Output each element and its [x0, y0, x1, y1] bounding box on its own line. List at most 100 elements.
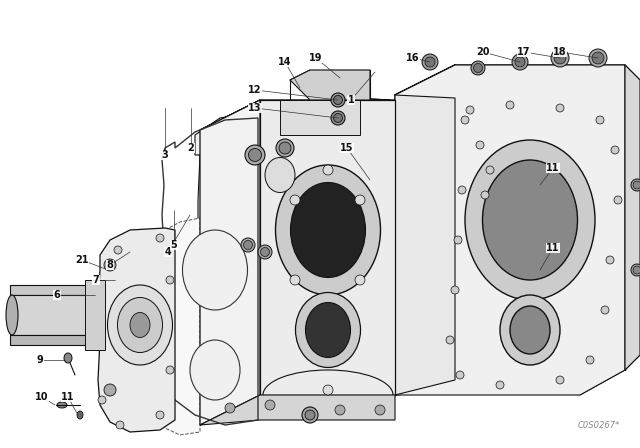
- Ellipse shape: [551, 49, 569, 67]
- Ellipse shape: [265, 158, 295, 193]
- Text: 21: 21: [76, 255, 89, 265]
- Ellipse shape: [458, 186, 466, 194]
- Text: 19: 19: [309, 53, 323, 63]
- Ellipse shape: [589, 49, 607, 67]
- Ellipse shape: [633, 181, 640, 189]
- Polygon shape: [98, 228, 175, 432]
- Ellipse shape: [323, 165, 333, 175]
- Ellipse shape: [130, 313, 150, 337]
- Text: 17: 17: [517, 47, 531, 57]
- Ellipse shape: [333, 113, 342, 122]
- Ellipse shape: [104, 259, 116, 271]
- Ellipse shape: [633, 266, 640, 274]
- Ellipse shape: [276, 139, 294, 157]
- Polygon shape: [163, 218, 200, 435]
- Ellipse shape: [592, 52, 604, 64]
- Text: 7: 7: [93, 275, 99, 285]
- Ellipse shape: [265, 400, 275, 410]
- Ellipse shape: [476, 141, 484, 149]
- Ellipse shape: [225, 403, 235, 413]
- Ellipse shape: [243, 241, 253, 250]
- Ellipse shape: [335, 405, 345, 415]
- Text: 8: 8: [107, 260, 113, 270]
- Ellipse shape: [355, 195, 365, 205]
- Ellipse shape: [96, 296, 104, 304]
- Ellipse shape: [466, 106, 474, 114]
- Polygon shape: [200, 100, 260, 425]
- Ellipse shape: [108, 285, 173, 365]
- Ellipse shape: [606, 256, 614, 264]
- Ellipse shape: [465, 140, 595, 300]
- Ellipse shape: [305, 302, 351, 358]
- Ellipse shape: [302, 407, 318, 423]
- Ellipse shape: [116, 421, 124, 429]
- Ellipse shape: [614, 196, 622, 204]
- Ellipse shape: [454, 236, 462, 244]
- Polygon shape: [395, 65, 625, 395]
- Text: 6: 6: [54, 290, 60, 300]
- Ellipse shape: [248, 148, 262, 161]
- Ellipse shape: [305, 410, 315, 420]
- Ellipse shape: [611, 146, 619, 154]
- Ellipse shape: [290, 275, 300, 285]
- Ellipse shape: [500, 295, 560, 365]
- Ellipse shape: [118, 297, 163, 353]
- Ellipse shape: [446, 336, 454, 344]
- Ellipse shape: [291, 182, 365, 277]
- Polygon shape: [200, 395, 395, 425]
- Ellipse shape: [422, 54, 438, 70]
- Text: 14: 14: [278, 57, 292, 67]
- Ellipse shape: [156, 411, 164, 419]
- Ellipse shape: [245, 145, 265, 165]
- Text: 4: 4: [164, 247, 172, 257]
- Text: C0S0267*: C0S0267*: [578, 421, 620, 430]
- Text: 10: 10: [35, 392, 49, 402]
- Ellipse shape: [451, 286, 459, 294]
- Ellipse shape: [241, 238, 255, 252]
- Ellipse shape: [554, 52, 566, 64]
- Ellipse shape: [461, 116, 469, 124]
- Ellipse shape: [104, 384, 116, 396]
- Polygon shape: [200, 100, 395, 135]
- Polygon shape: [290, 70, 370, 100]
- Ellipse shape: [6, 295, 18, 335]
- Ellipse shape: [631, 264, 640, 276]
- Polygon shape: [195, 112, 255, 415]
- Ellipse shape: [64, 353, 72, 363]
- Polygon shape: [10, 295, 95, 335]
- Ellipse shape: [290, 195, 300, 205]
- Ellipse shape: [483, 160, 577, 280]
- Polygon shape: [85, 280, 105, 350]
- Ellipse shape: [166, 366, 174, 374]
- Text: 18: 18: [553, 47, 567, 57]
- Ellipse shape: [481, 191, 489, 199]
- Polygon shape: [328, 98, 390, 390]
- Ellipse shape: [296, 293, 360, 367]
- Text: 12: 12: [248, 85, 262, 95]
- Ellipse shape: [77, 411, 83, 419]
- Text: 11: 11: [61, 392, 75, 402]
- Ellipse shape: [556, 376, 564, 384]
- Polygon shape: [395, 95, 455, 395]
- Text: 16: 16: [406, 53, 420, 63]
- Text: 13: 13: [248, 103, 262, 113]
- Ellipse shape: [512, 54, 528, 70]
- Ellipse shape: [474, 64, 483, 73]
- Text: 2: 2: [188, 143, 195, 153]
- Ellipse shape: [258, 245, 272, 259]
- Ellipse shape: [586, 356, 594, 364]
- Text: 3: 3: [162, 150, 168, 160]
- Ellipse shape: [331, 93, 345, 107]
- Ellipse shape: [425, 57, 435, 67]
- Ellipse shape: [114, 246, 122, 254]
- Text: 11: 11: [547, 243, 560, 253]
- Ellipse shape: [496, 381, 504, 389]
- Text: 15: 15: [340, 143, 354, 153]
- Text: 5: 5: [171, 240, 177, 250]
- Ellipse shape: [596, 116, 604, 124]
- Ellipse shape: [182, 230, 248, 310]
- Ellipse shape: [506, 101, 514, 109]
- Ellipse shape: [471, 61, 485, 75]
- Ellipse shape: [456, 371, 464, 379]
- Ellipse shape: [275, 165, 381, 295]
